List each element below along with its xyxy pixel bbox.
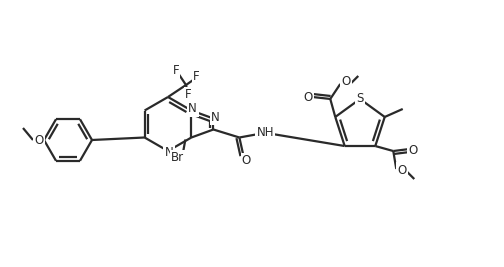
Text: O: O [342, 76, 351, 88]
Text: N: N [189, 103, 198, 116]
Text: N: N [211, 111, 220, 124]
Text: NH: NH [257, 126, 274, 139]
Text: F: F [173, 65, 179, 77]
Text: S: S [356, 92, 364, 105]
Text: O: O [409, 144, 418, 156]
Text: O: O [242, 154, 251, 167]
Text: O: O [303, 92, 313, 104]
Text: O: O [398, 163, 407, 176]
Text: O: O [34, 134, 44, 147]
Text: N: N [165, 146, 173, 159]
Text: N: N [188, 102, 197, 115]
Text: F: F [184, 88, 192, 101]
Text: Br: Br [171, 151, 184, 164]
Text: F: F [193, 70, 199, 84]
